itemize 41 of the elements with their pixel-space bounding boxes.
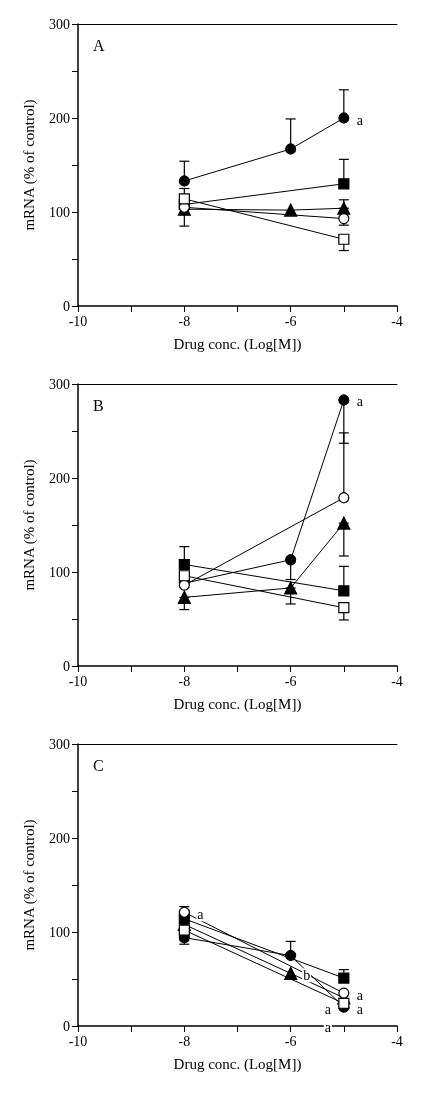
y-tick-label: 300 bbox=[49, 376, 70, 392]
x-tick-label: -10 bbox=[68, 673, 88, 689]
x-tick-label: -6 bbox=[284, 313, 297, 329]
y-tick-label: 100 bbox=[49, 204, 70, 220]
text: A bbox=[93, 36, 105, 54]
y-tick-label: 200 bbox=[49, 470, 70, 486]
y-tick-label: 100 bbox=[49, 924, 70, 940]
y-axis-title: mRNA (% of control) bbox=[20, 819, 38, 951]
annotation: a bbox=[324, 1001, 332, 1017]
x-tick-label: -8 bbox=[178, 1033, 191, 1049]
x-tick-label: -8 bbox=[178, 313, 191, 329]
annotation: a bbox=[356, 1001, 364, 1017]
annotation: a bbox=[356, 394, 364, 410]
annotation: a bbox=[197, 906, 205, 922]
x-tick-label: -10 bbox=[68, 313, 88, 329]
y-tick-label: 200 bbox=[49, 830, 70, 846]
x-tick-label: -10 bbox=[68, 1033, 88, 1049]
y-tick-label: 300 bbox=[49, 16, 70, 32]
annotation: a bbox=[356, 112, 364, 128]
x-tick-label: -4 bbox=[391, 673, 403, 689]
y-axis-title: mRNA (% of control) bbox=[20, 99, 38, 231]
x-axis-title: Drug conc. (Log[M]) bbox=[173, 335, 302, 353]
text: B bbox=[93, 396, 104, 414]
annotation: a bbox=[356, 987, 364, 1003]
y-tick-label: 0 bbox=[63, 1018, 70, 1034]
y-tick-label: 300 bbox=[49, 736, 70, 752]
x-tick-label: -8 bbox=[178, 673, 191, 689]
x-tick-label: -6 bbox=[284, 673, 297, 689]
x-tick-label: -4 bbox=[391, 1033, 403, 1049]
x-tick-label: -6 bbox=[284, 1033, 297, 1049]
y-tick-label: 100 bbox=[49, 564, 70, 580]
x-axis-title: Drug conc. (Log[M]) bbox=[173, 1055, 302, 1073]
annotation: a bbox=[324, 1020, 332, 1036]
y-tick-label: 0 bbox=[63, 298, 70, 314]
text: C bbox=[93, 756, 104, 774]
annotation: b bbox=[303, 967, 311, 983]
x-tick-label: -4 bbox=[391, 313, 403, 329]
x-axis-title: Drug conc. (Log[M]) bbox=[173, 695, 302, 713]
y-axis-title: mRNA (% of control) bbox=[20, 459, 38, 591]
y-tick-label: 200 bbox=[49, 110, 70, 126]
y-tick-label: 0 bbox=[63, 658, 70, 674]
